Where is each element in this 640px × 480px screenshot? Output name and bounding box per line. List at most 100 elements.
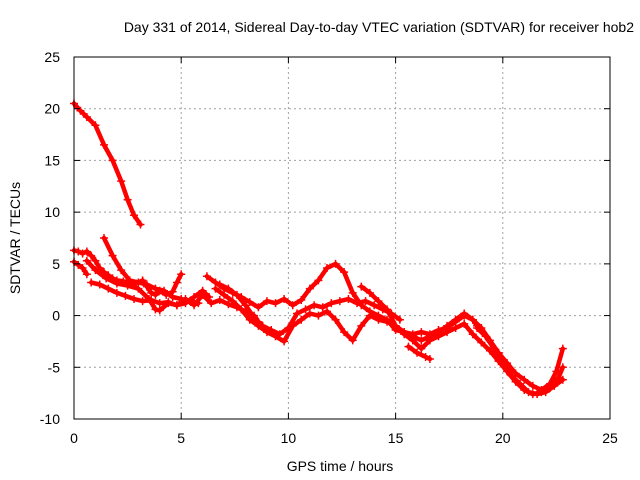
data-point <box>473 323 482 332</box>
data-point <box>155 299 164 308</box>
data-point <box>348 288 357 297</box>
data-point <box>82 270 91 279</box>
y-axis-label: SDTVAR / TECUs <box>7 182 23 294</box>
data-point <box>160 286 169 295</box>
data-point <box>112 288 121 297</box>
data-point <box>151 305 160 314</box>
data-point <box>177 295 186 304</box>
data-point <box>550 381 559 390</box>
data-point <box>164 298 173 307</box>
data-point <box>417 336 426 345</box>
data-point <box>280 295 289 304</box>
data-point <box>297 296 306 305</box>
data-point <box>357 321 366 330</box>
data-point <box>395 315 404 324</box>
data-point <box>74 260 83 269</box>
data-point <box>215 296 224 305</box>
data-point <box>211 284 220 293</box>
y-tick-label: 10 <box>44 204 60 220</box>
data-point <box>383 305 392 314</box>
data-point <box>451 323 460 332</box>
data-point <box>305 284 314 293</box>
data-point <box>130 211 139 220</box>
series-line <box>217 282 403 337</box>
data-series <box>70 99 567 399</box>
y-tick-label: 15 <box>44 152 60 168</box>
data-point <box>220 290 229 299</box>
data-point <box>331 315 340 324</box>
y-tick-label: -5 <box>48 359 61 375</box>
data-point <box>151 284 160 293</box>
data-point <box>511 369 520 378</box>
data-point <box>190 292 199 301</box>
data-point <box>524 388 533 397</box>
data-point <box>100 234 109 242</box>
data-point <box>142 280 151 289</box>
data-point <box>528 381 537 390</box>
data-point <box>275 330 284 339</box>
data-point <box>297 315 306 324</box>
data-point <box>245 315 254 324</box>
data-point <box>322 307 331 316</box>
data-point <box>147 296 156 305</box>
data-point <box>490 344 499 353</box>
data-point <box>82 247 91 256</box>
data-point <box>305 309 314 318</box>
y-tick-label: 5 <box>52 256 60 272</box>
data-point <box>344 295 353 304</box>
x-axis-label: GPS time / hours <box>287 458 394 474</box>
data-point <box>87 251 96 260</box>
data-point <box>91 121 100 130</box>
data-point <box>155 306 164 315</box>
data-point <box>136 220 145 229</box>
x-tick-label: 0 <box>70 430 78 446</box>
data-point <box>117 266 126 275</box>
data-point <box>374 297 383 306</box>
data-point <box>82 112 91 121</box>
x-tick-labels: 0 5 10 15 20 25 <box>70 430 618 446</box>
data-point <box>262 297 271 306</box>
data-point <box>237 305 246 314</box>
axis-ticks <box>73 56 611 420</box>
data-point <box>425 336 434 345</box>
data-point <box>460 309 469 318</box>
data-point <box>434 332 443 341</box>
data-point <box>408 336 417 345</box>
data-point <box>280 337 289 346</box>
data-point <box>481 332 490 341</box>
data-point <box>91 266 100 275</box>
x-tick-label: 20 <box>495 430 511 446</box>
series-13 <box>473 323 567 399</box>
data-point <box>177 270 186 279</box>
series-5 <box>100 234 203 308</box>
data-point <box>327 299 336 308</box>
data-point <box>172 301 181 310</box>
data-point <box>241 301 250 310</box>
data-point <box>95 280 104 289</box>
data-point <box>451 315 460 324</box>
x-tick-label: 15 <box>388 430 404 446</box>
data-point <box>100 140 109 149</box>
data-point <box>123 195 132 204</box>
data-point <box>468 330 477 339</box>
data-point <box>117 177 126 186</box>
y-tick-label: 25 <box>44 49 60 65</box>
data-point <box>198 286 207 295</box>
data-point <box>194 299 203 308</box>
data-point <box>108 156 117 165</box>
data-point <box>224 300 233 309</box>
series-line <box>71 259 90 277</box>
data-point <box>82 256 91 265</box>
series-6 <box>87 278 214 310</box>
data-point <box>541 388 550 397</box>
data-point <box>357 282 366 291</box>
data-point <box>267 326 276 335</box>
data-point <box>181 299 190 308</box>
data-point <box>112 279 121 288</box>
data-point <box>205 292 214 301</box>
data-point <box>417 328 426 337</box>
data-point <box>121 291 130 300</box>
data-point <box>383 317 392 326</box>
y-tick-labels: -10 -5 0 5 10 15 20 25 <box>40 49 60 427</box>
data-point <box>417 344 426 353</box>
